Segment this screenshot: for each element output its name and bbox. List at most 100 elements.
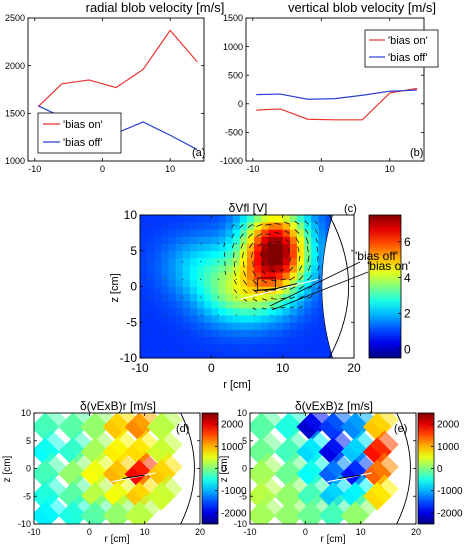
panel-c-heat-cell [275,257,284,266]
panel-c-heat-cell [140,229,148,237]
panel-d-heat-cell-offset [131,430,161,460]
panel-c-heat-cell [154,315,162,323]
panel-c-heat-cell [218,279,226,287]
panel-c-heat-cell [175,272,184,280]
panel-c-heat-cell [296,272,305,280]
panel-c-heat-cell [318,336,326,345]
panel-c-heat-cell [282,236,291,244]
panel-c-velocity-arrow [233,270,237,277]
panel-a-xtick-label: 0 [100,164,105,174]
panel-c-velocity-arrow [261,307,267,310]
panel-c-heat-cell [247,315,255,323]
panel-c-heat-cell [147,315,155,323]
panel-c-heat-cell [154,257,162,266]
panel-c-xtick-label: 0 [208,361,215,375]
panel-c-heat-cell [189,243,198,252]
panel-d-colorbar-tick-label: 1000 [221,442,244,453]
panel-b-ytick-label: 1500 [223,13,243,23]
panel-b-legend-bias-off: 'bias off' [388,52,427,64]
panel-c-heat-cell [289,229,298,237]
panel-c-heat-cell [282,286,291,295]
panel-c-heat-cell [168,343,177,352]
panel-c-heat-cell [289,222,298,230]
panel-c-heat-cell [225,307,234,316]
panel-c-probe-dot [271,243,273,245]
panel-c-velocity-arrow [280,278,287,281]
panel-b-label: (b) [410,147,423,159]
panel-d-ytick-label: 0 [26,464,31,474]
panel-c-heat-cell [161,215,169,223]
panel-a-label: (a) [192,147,205,159]
panel-c-probe-dot [235,225,237,227]
panel-c-heat-cell [204,272,212,280]
panel-c-heat-cell [197,300,205,309]
panel-c-probe-dot [289,260,291,263]
panel-d-heat-cell-offset [109,430,139,460]
panel-c-heat-cell [311,322,319,330]
panel-c-heat-cell [268,215,276,223]
panel-c-velocity-arrow [243,270,247,277]
panel-c-colorbar-tick-label: 0 [404,342,411,356]
panel-c-heat-cell [282,329,291,337]
panel-b-vertical-velocity: vertical blob velocity [m/s] -10 0 10 -1000… [220,0,439,174]
panel-c-velocity-arrow [240,242,244,249]
panel-c-velocity-arrow [233,252,235,258]
panel-c-probe-dot [235,260,237,263]
panel-c-heat-cell [154,222,162,230]
panel-c-heat-cell [211,257,219,266]
panel-a-xtick-label: 10 [165,164,175,174]
panel-c-heat-cell [211,307,219,316]
panel-c-heat-cell [211,279,219,287]
panel-c-ylabel: z [cm] [109,273,121,302]
panel-c-velocity-arrow [287,248,291,253]
panel-c-velocity-arrow [257,242,263,247]
panel-c-heat-cell [247,265,255,273]
panel-c-heat-cell [161,300,169,309]
panel-c-heat-cell [154,300,162,309]
panel-c-probe-dot [271,314,273,316]
panel-d-wall-arc [180,412,195,525]
panel-c-heat-cell [296,322,305,330]
panel-c-heat-cell [311,315,319,323]
panel-c-probe-dot [146,260,148,263]
panel-c-velocity-arrow [239,224,244,229]
panel-c-heat-cell [318,250,326,259]
panel-a-legend [37,112,122,154]
panel-c-heat-cell [175,222,184,230]
panel-c-heat-cell [261,329,269,337]
panel-c-heat-cell [175,343,184,352]
panel-c-probe-dot [289,332,291,334]
panel-c-heat-cell [189,272,198,280]
panel-e-heat-cell-offset [303,452,333,482]
panel-c-heat-cell [325,215,333,223]
panel-c-heat-cell [197,343,205,352]
panel-c-velocity-arrow [231,242,235,249]
panel-c-velocity-arrow [233,289,238,294]
panel-c-velocity-arrow [285,238,291,244]
panel-c-heat-cell [261,307,269,316]
panel-c-probe-dot [307,225,309,227]
panel-c-heat-cell [275,250,284,259]
panel-c-heat-cell [175,236,184,244]
panel-c-heat-cell [197,286,205,295]
panel-c-heat-cell [304,286,312,295]
panel-c-heat-cell [254,229,262,237]
panel-c-heat-cell [204,300,212,309]
panel-c-probe-dot [182,243,184,245]
panel-c-probe-dot [164,314,166,316]
panel-c-velocity-arrow [223,242,226,248]
panel-c-heat-cell [247,350,255,359]
panel-c-velocity-arrow [314,220,318,225]
panel-c-heat-cell [239,229,248,237]
panel-c-heat-cell [168,350,177,359]
panel-c-heat-cell [140,222,148,230]
panel-c-heat-cell [268,229,276,237]
panel-c-probe-dot [307,278,309,280]
panel-c-ytick-label: -5 [126,315,137,329]
panel-c-probe-dot [182,278,184,280]
panel-e-xtick-label: 0 [303,527,308,537]
panel-c-heat-cell [254,343,262,352]
panel-c-heat-cell [232,229,241,237]
panel-a-plot-frame [27,17,205,162]
panel-c-velocity-arrow [274,223,281,225]
